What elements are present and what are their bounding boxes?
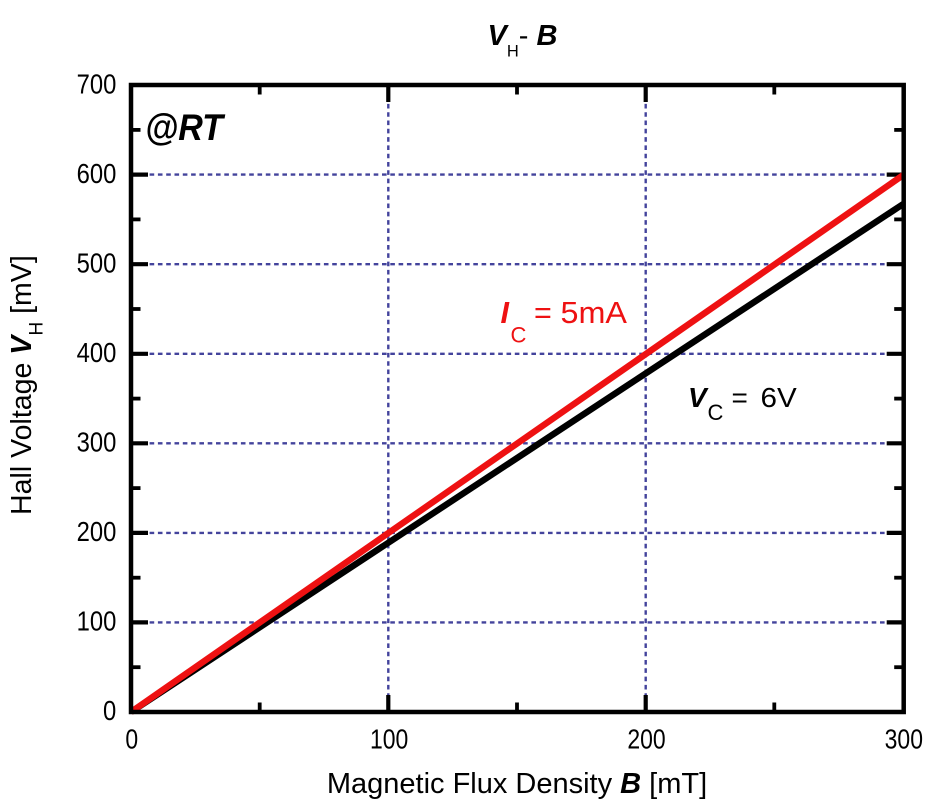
svg-text:200: 200 [77,515,117,547]
svg-text:300: 300 [77,426,117,458]
svg-text:VH- B: VH- B [488,20,558,60]
svg-text:100: 100 [77,605,117,637]
svg-text:VC=6V: VC = 6V [688,382,797,425]
svg-text:300: 300 [885,724,923,755]
svg-text:400: 400 [77,336,117,368]
svg-text:200: 200 [627,724,665,755]
svg-text:0: 0 [103,694,116,726]
svg-text:700: 700 [77,67,117,99]
svg-text:@RT: @RT [145,107,226,149]
svg-text:600: 600 [77,157,117,189]
svg-text:IC=5mA: IC= 5mA [501,296,628,347]
svg-text:Magnetic Flux Density B [mT]: Magnetic Flux Density B [mT] [327,768,707,800]
svg-text:100: 100 [370,724,408,755]
svg-text:0: 0 [125,724,138,755]
svg-text:500: 500 [77,247,117,279]
svg-text:Hall Voltage VH [mV]: Hall Voltage VH [mV] [6,255,48,515]
